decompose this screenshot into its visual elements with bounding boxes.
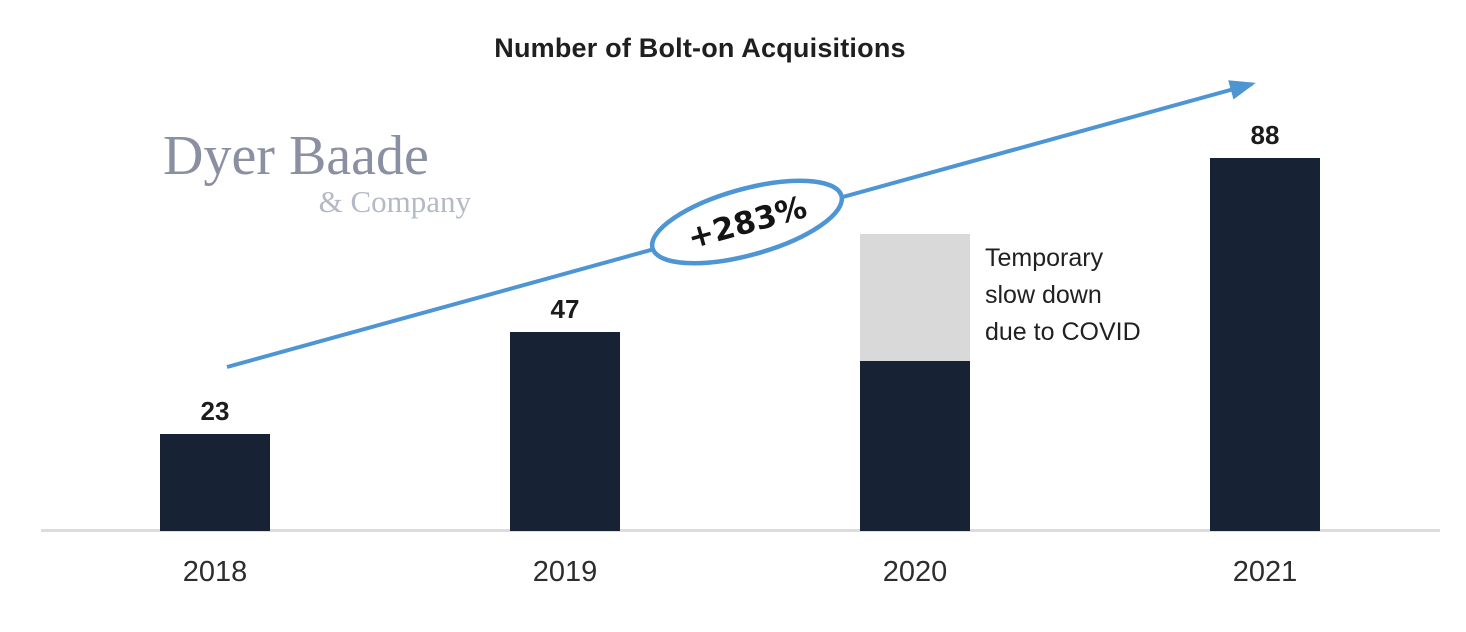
bar-2019: 47 [510,294,620,531]
growth-percentage-label: +283% [684,189,811,256]
logo-company-tagline: & Company [318,184,471,219]
bar-segment [510,331,620,531]
logo-company-name: Dyer Baade [163,125,429,187]
bar-covid-gap-segment [860,234,970,362]
covid-annotation-line: Temporary [985,244,1104,272]
x-axis-label-2019: 2019 [532,556,598,588]
bar-value-label: 23 [200,395,230,426]
bar-segment [160,433,270,531]
covid-annotation-line: due to COVID [985,318,1141,346]
bar-segment [1210,157,1320,531]
x-axis-label-2018: 2018 [182,556,248,588]
covid-annotation-line: slow down [985,281,1102,309]
x-axis-line [41,529,1440,532]
bar-2020 [860,227,970,531]
company-logo: Dyer Baade & Company [163,126,471,218]
chart-title: Number of Bolt-on Acquisitions [494,33,906,63]
x-axis-label-2020: 2020 [882,556,948,588]
bar-2018: 23 [160,395,270,531]
growth-highlight-ellipse [649,178,845,266]
bar-segment [860,361,970,531]
covid-annotation: Temporary slow down due to COVID [985,240,1141,351]
bar-2021: 88 [1210,120,1320,531]
x-axis-label-2021: 2021 [1232,556,1298,588]
bar-value-label: 47 [550,293,580,324]
bar-value-label: 88 [1250,119,1280,150]
